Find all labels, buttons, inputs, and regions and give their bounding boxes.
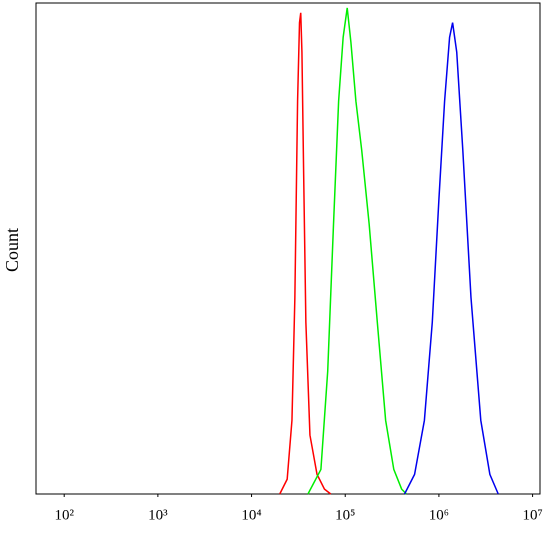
y-axis-label: Count [2, 228, 22, 272]
x-tick-label: 10⁷ [522, 507, 542, 523]
x-tick-label: 10³ [148, 507, 168, 523]
histogram-line [403, 22, 499, 495]
histogram-line [307, 7, 407, 495]
x-tick-label: 10⁵ [335, 507, 355, 523]
x-tick-label: 10⁶ [429, 507, 449, 523]
x-tick-label: 10² [54, 507, 74, 523]
plot-frame [35, 2, 541, 495]
histogram-line [279, 12, 332, 495]
x-tick-label: 10⁴ [241, 507, 261, 523]
